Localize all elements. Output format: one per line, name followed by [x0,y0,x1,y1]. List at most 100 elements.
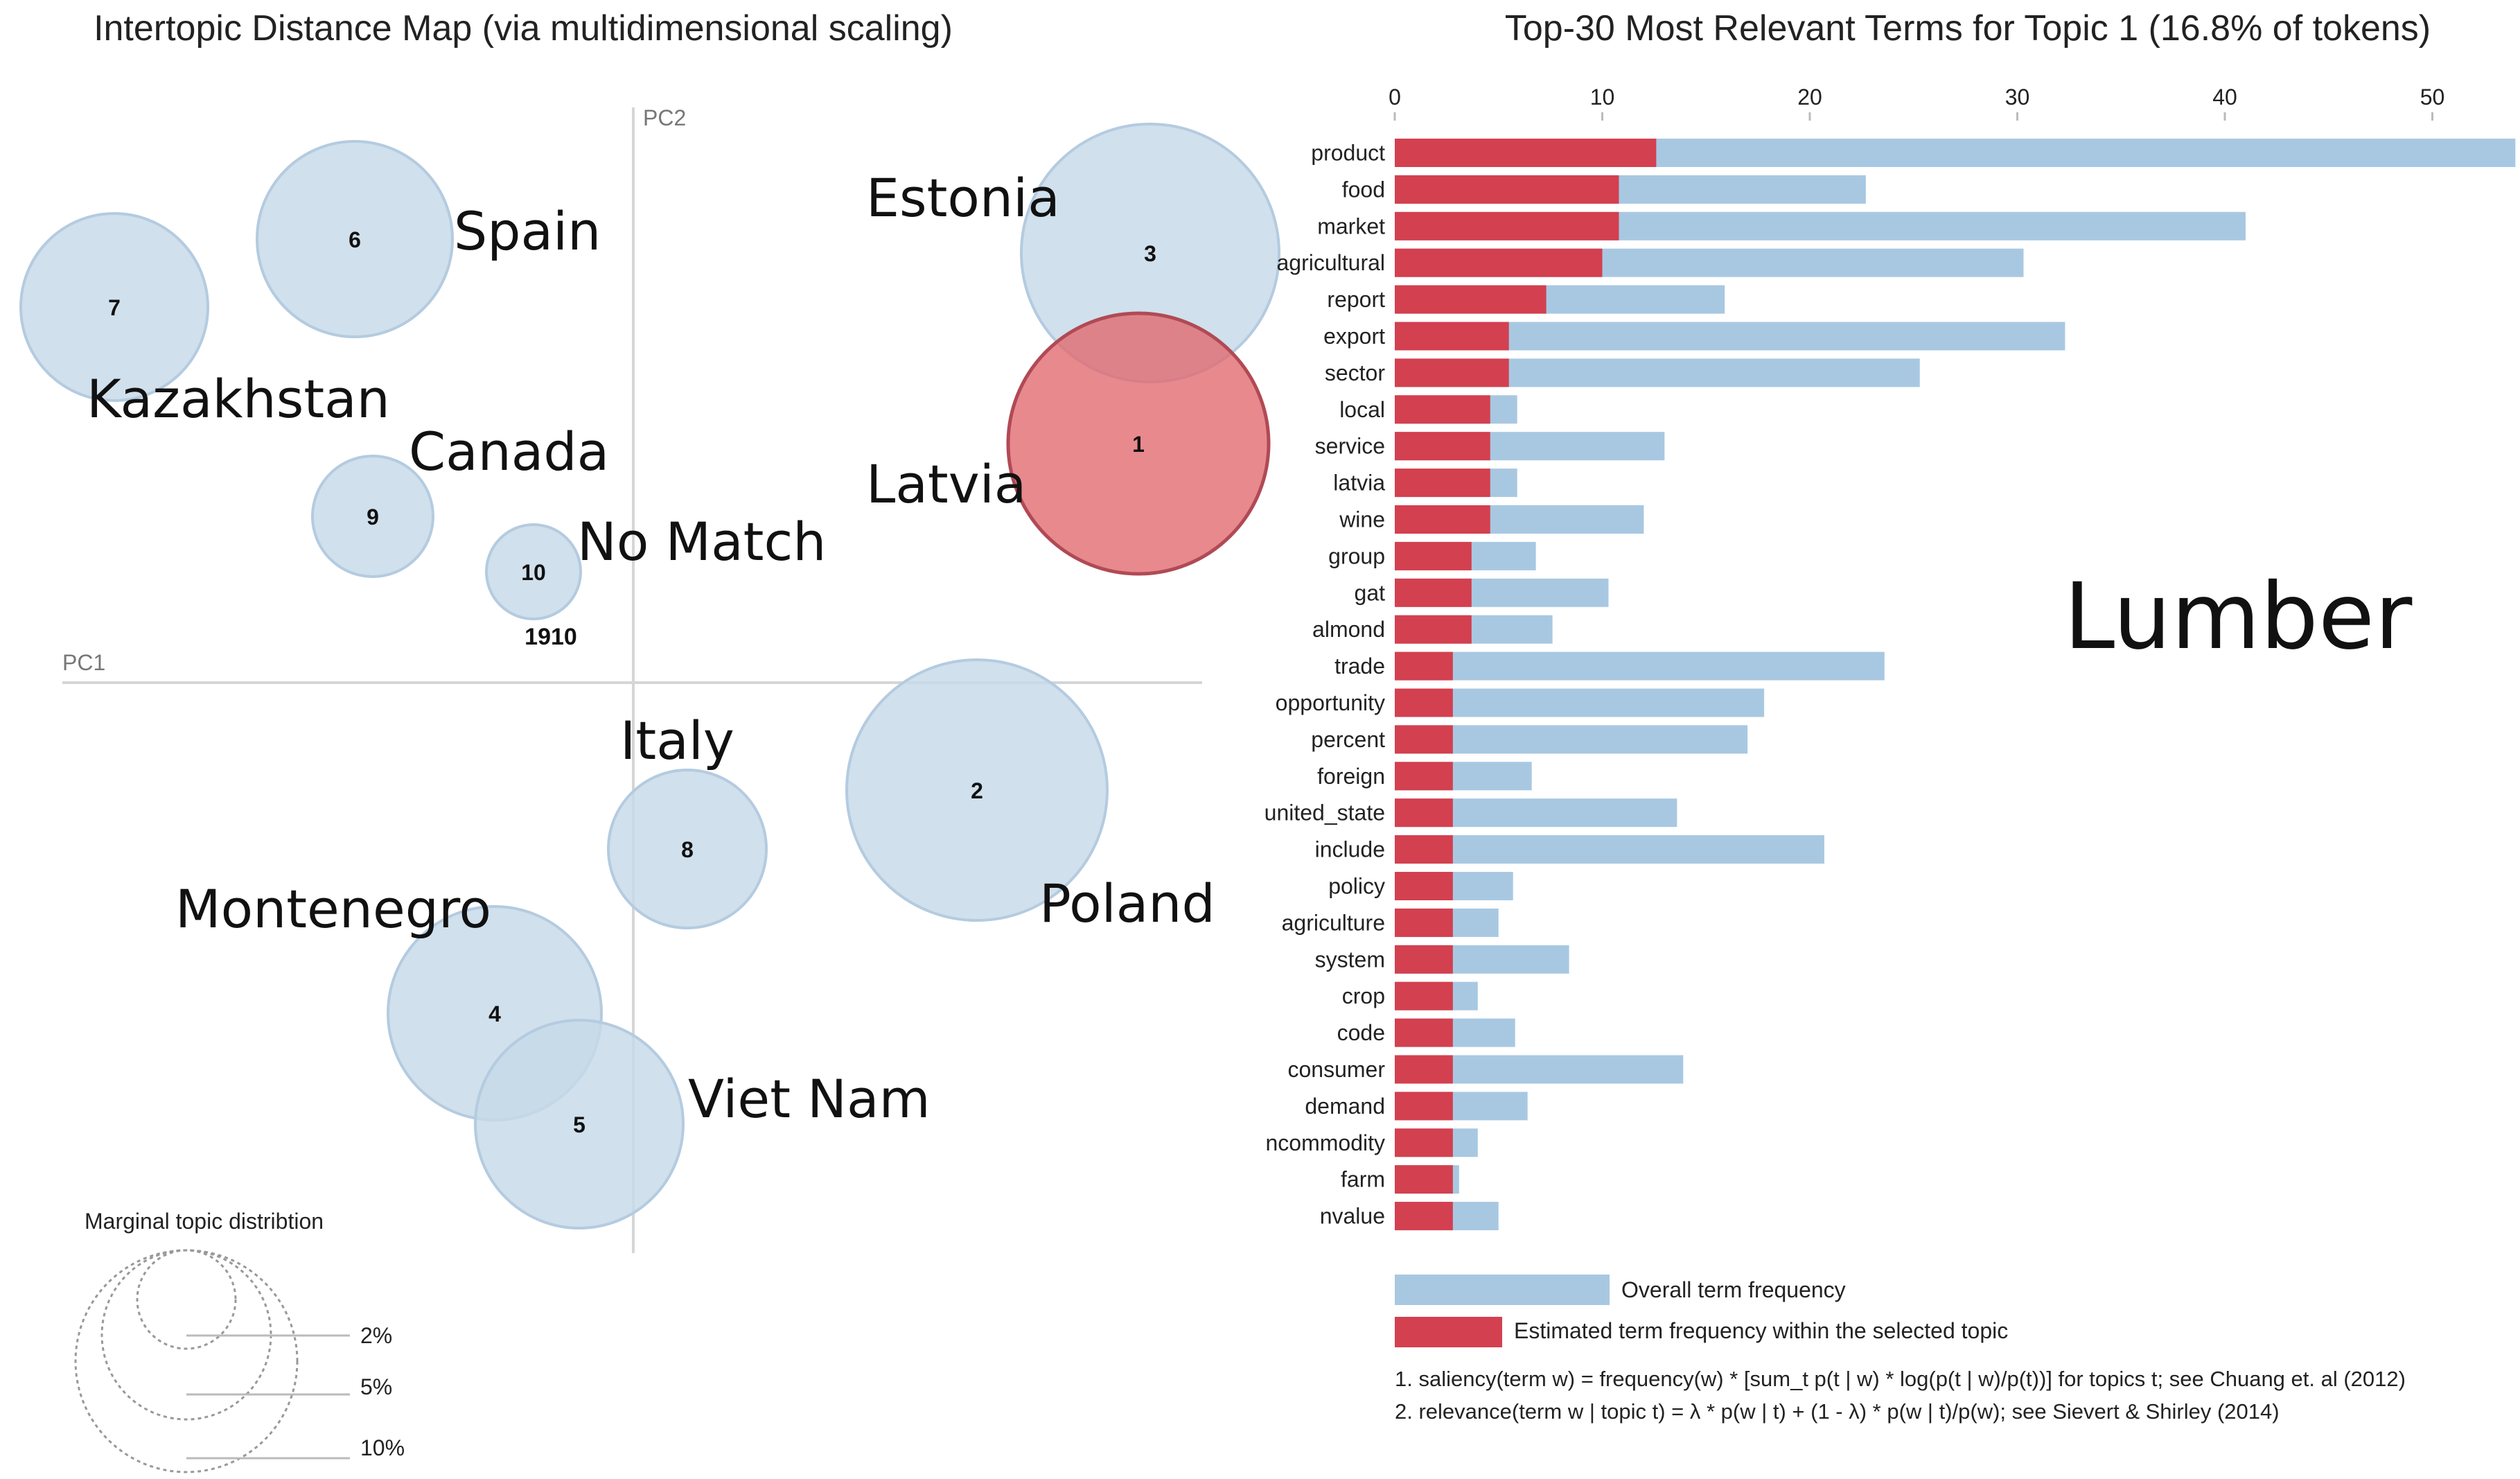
overall-bar-percent[interactable] [1395,725,1748,754]
overall-bar-include[interactable] [1395,835,1824,864]
bubble-label-8: 8 [681,837,694,862]
term-label-foreign[interactable]: foreign [1317,764,1385,789]
topic-bar-include[interactable] [1395,835,1453,864]
term-label-code[interactable]: code [1337,1020,1385,1045]
topic-bar-policy[interactable] [1395,872,1453,900]
topic-bar-product[interactable] [1395,139,1657,167]
topic-bar-service[interactable] [1395,432,1490,461]
bubble-label-cluster: 1910 [525,624,577,650]
topic-bubble-1-selected[interactable] [1006,311,1271,576]
legend-label-overall: Overall term frequency [1621,1277,1846,1302]
topic-bar-almond[interactable] [1395,615,1472,644]
term-label-wine[interactable]: wine [1339,507,1385,532]
term-label-farm[interactable]: farm [1341,1167,1385,1192]
topic-bar-foreign[interactable] [1395,762,1453,791]
top-terms-panel: Top-30 Most Relevant Terms for Topic 1 (… [1265,8,2516,1424]
topic-bar-latvia[interactable] [1395,469,1490,498]
country-label-estonia: Estonia [866,167,1060,229]
term-label-report[interactable]: report [1327,287,1385,312]
topic-bar-percent[interactable] [1395,725,1453,754]
topic-bubble-9[interactable] [311,455,434,578]
topic-bubble-10[interactable] [485,523,582,620]
topic-bubble-5[interactable] [474,1019,685,1229]
country-label-no-match: No Match [577,511,826,572]
term-label-service[interactable]: service [1315,434,1385,459]
bubble-label-7: 7 [108,295,121,320]
marginal-distribution-legend: Marginal topic distribtion 2% 5% 10% [74,1209,405,1473]
term-label-demand[interactable]: demand [1305,1094,1385,1119]
topic-bubble-2[interactable] [845,658,1109,922]
bubble-label-9: 9 [367,505,379,530]
term-label-group[interactable]: group [1328,543,1385,568]
topic-bar-group[interactable] [1395,541,1472,570]
term-label-sector[interactable]: sector [1325,360,1385,385]
topic-bar-agricultural[interactable] [1395,248,1603,277]
topic-bar-agriculture[interactable] [1395,908,1453,937]
overall-bar-opportunity[interactable] [1395,688,1765,717]
topic-bar-market[interactable] [1395,211,1619,240]
term-label-system[interactable]: system [1315,947,1385,972]
topic-bubble-6[interactable] [256,140,454,338]
topic-bar-report[interactable] [1395,285,1547,314]
country-label-latvia: Latvia [866,453,1026,515]
bubble-label-6: 6 [349,227,361,252]
term-label-product[interactable]: product [1311,141,1385,166]
country-label-montenegro: Montenegro [175,878,491,940]
topic-bar-gat[interactable] [1395,578,1472,607]
term-label-include[interactable]: include [1315,837,1385,862]
term-label-trade[interactable]: trade [1334,654,1385,679]
topic-bar-sector[interactable] [1395,358,1509,387]
footnote-saliency: 1. saliency(term w) = frequency(w) * [su… [1395,1367,2406,1391]
topic-bar-crop[interactable] [1395,981,1453,1010]
topic-bar-system[interactable] [1395,945,1453,974]
term-label-nvalue[interactable]: nvalue [1320,1204,1385,1229]
topic-bar-local[interactable] [1395,395,1490,424]
term-label-market[interactable]: market [1317,213,1385,238]
topic-bar-code[interactable] [1395,1018,1453,1047]
term-label-gat[interactable]: gat [1355,580,1386,605]
footnote-relevance: 2. relevance(term w | topic t) = λ * p(w… [1395,1399,2280,1424]
bubble-label-1: 1 [1132,432,1145,457]
country-label-spain: Spain [454,200,601,262]
topic-bar-farm[interactable] [1395,1165,1453,1194]
term-label-agricultural[interactable]: agricultural [1276,250,1385,275]
bubble-label-10: 10 [521,560,546,585]
x-tick-label-4: 40 [2212,85,2237,110]
legend-level-5pct: 5% [360,1374,392,1399]
topic-bar-export[interactable] [1395,322,1509,351]
topic-bar-nvalue[interactable] [1395,1202,1453,1231]
term-label-consumer[interactable]: consumer [1288,1057,1386,1082]
topic-bar-opportunity[interactable] [1395,688,1453,717]
topic-bar-trade[interactable] [1395,651,1453,681]
legend-level-10pct: 10% [360,1435,405,1460]
term-label-policy[interactable]: policy [1328,874,1385,899]
term-label-ncommodity[interactable]: ncommodity [1266,1130,1386,1155]
topic-bar-ncommodity[interactable] [1395,1128,1453,1157]
term-label-united_state[interactable]: united_state [1265,800,1385,825]
term-label-opportunity[interactable]: opportunity [1276,690,1385,715]
topic-bar-consumer[interactable] [1395,1055,1453,1084]
country-label-italy: Italy [620,710,734,771]
topic-bar-wine[interactable] [1395,505,1490,534]
term-label-percent[interactable]: percent [1311,727,1385,752]
country-label-viet-nam: Viet Nam [688,1068,931,1130]
term-label-crop[interactable]: crop [1342,983,1385,1008]
term-label-agriculture[interactable]: agriculture [1282,910,1385,935]
term-label-local[interactable]: local [1339,397,1385,422]
topic-bar-united_state[interactable] [1395,798,1453,828]
topic-bubble-7[interactable] [19,212,209,402]
term-label-almond[interactable]: almond [1312,617,1385,642]
bubble-label-4: 4 [488,1001,501,1026]
term-label-latvia[interactable]: latvia [1333,471,1385,496]
topic-bar-demand[interactable] [1395,1092,1453,1121]
overall-bar-trade[interactable] [1395,651,1885,681]
legend-circle-2pct [136,1249,237,1350]
x-tick-label-1: 10 [1590,85,1615,110]
term-label-export[interactable]: export [1323,324,1385,349]
x-tick-label-2: 20 [1797,85,1822,110]
term-label-food[interactable]: food [1342,177,1385,202]
legend-level-2pct: 2% [360,1323,392,1348]
topic-bubble-8[interactable] [607,769,768,929]
topic-bar-food[interactable] [1395,175,1619,204]
